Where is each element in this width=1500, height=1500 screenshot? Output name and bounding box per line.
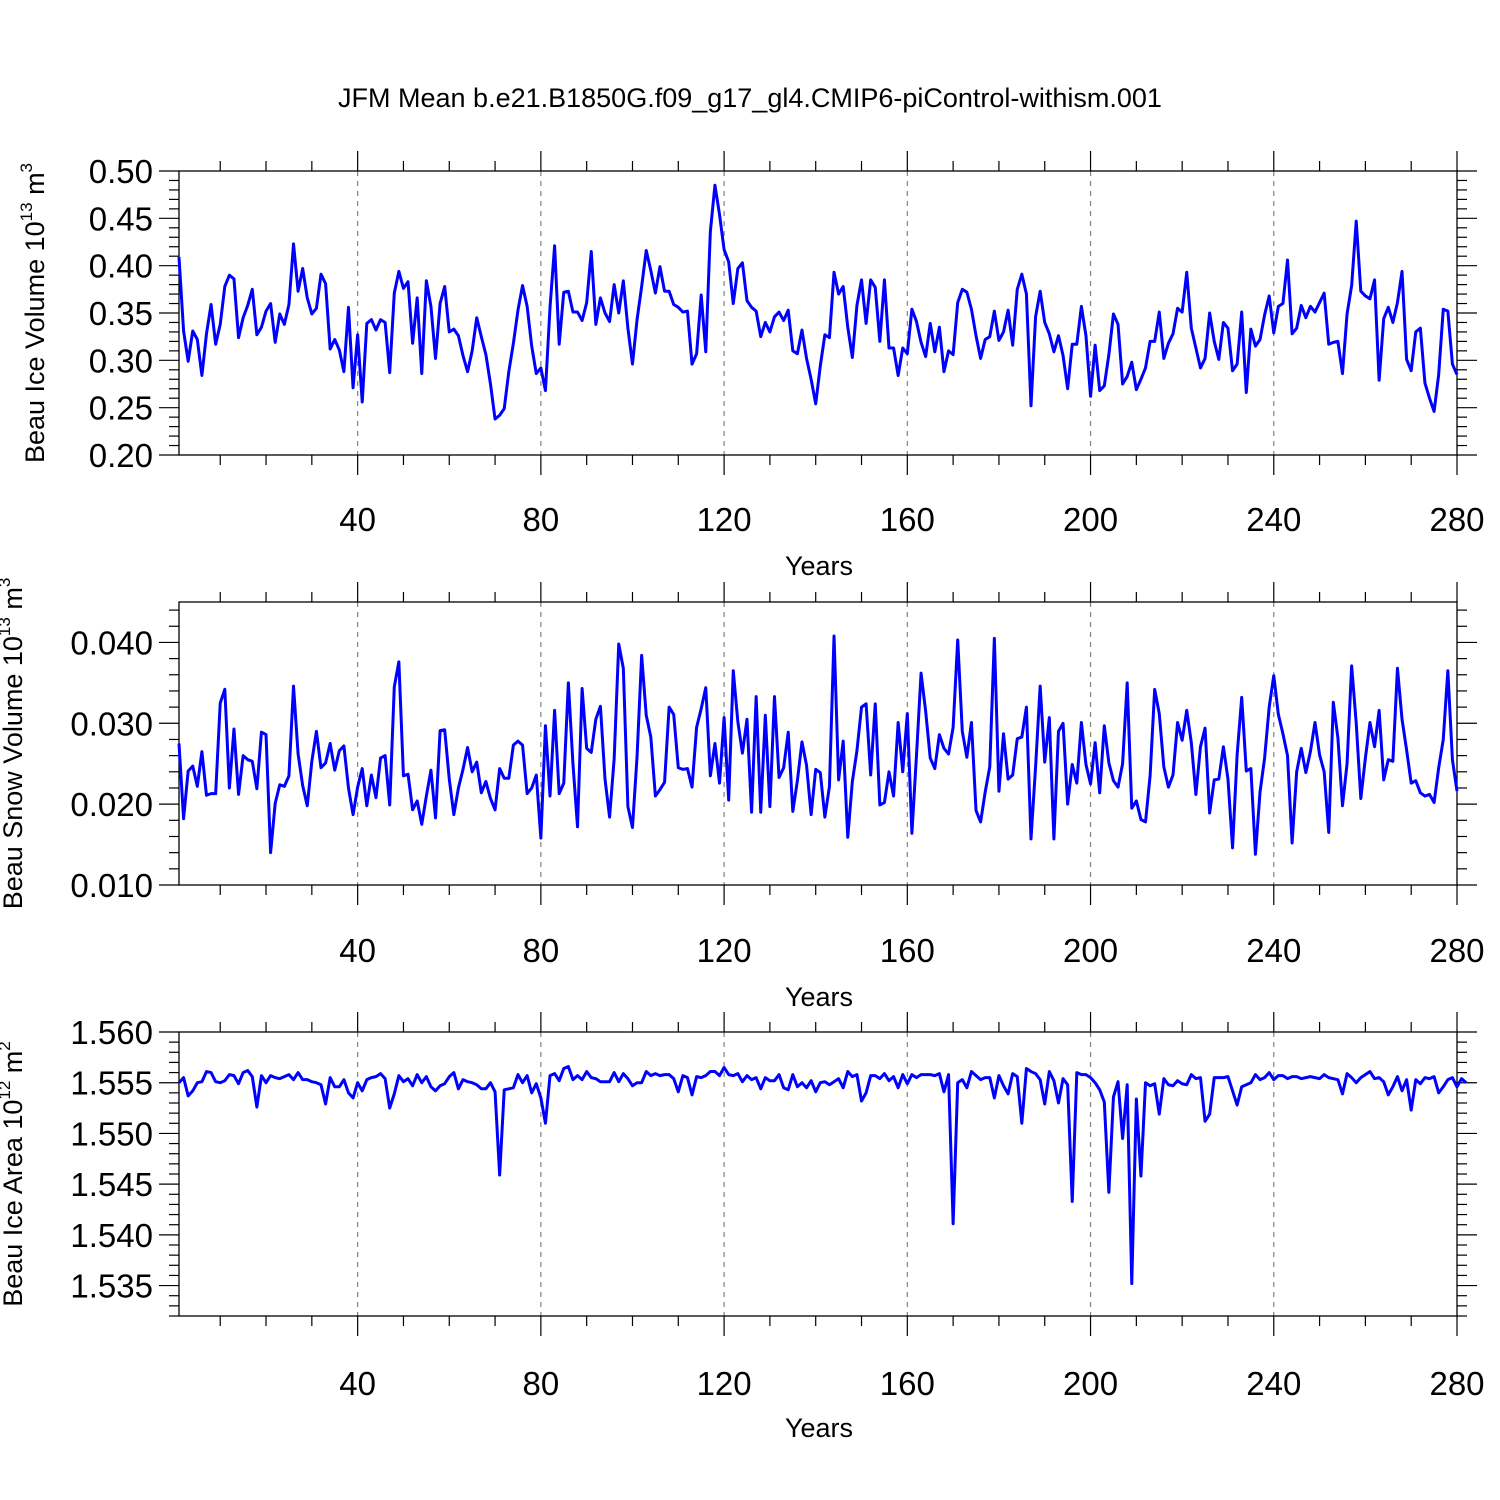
y-tick-label: 0.040 [70, 624, 153, 661]
y-tick-label: 0.40 [89, 248, 153, 285]
y-tick-label: 1.535 [70, 1268, 153, 1305]
y-axis-label-unit-exp: 3 [17, 163, 36, 172]
y-tick-label: 0.020 [70, 786, 153, 823]
x-tick-label-80: 80 [523, 932, 560, 969]
y-tick-label: 0.50 [89, 153, 153, 190]
x-tick-label-200: 200 [1063, 932, 1118, 969]
x-tick-label-40: 40 [339, 501, 376, 538]
panel-3: 40 80 120 160 200 240 280 1.535 1.540 1.545 1.550 1… [0, 1012, 1485, 1443]
y-axis-label-unit-text: m [0, 587, 28, 617]
y-axis-label-unit-exp: 3 [0, 578, 14, 587]
y-tick-label: 1.555 [70, 1065, 153, 1102]
y-axis-label-exp: 13 [0, 617, 14, 636]
plot-frame [178, 1031, 1458, 1317]
x-tick-label-240: 240 [1246, 1365, 1301, 1402]
y-tick-label: 0.20 [89, 437, 153, 474]
series-line-1 [177, 183, 1459, 421]
y-tick-label: 0.25 [89, 390, 153, 427]
y-axis-label-text: Beau Ice Volume 10 [20, 221, 50, 463]
y-tick-label: 1.560 [70, 1014, 153, 1051]
y-axis-label-unit-exp: 2 [0, 1041, 14, 1050]
x-tick-label-240: 240 [1246, 501, 1301, 538]
y-axis-label-unit-text: m [20, 172, 50, 202]
y-axis-label-exp: 13 [17, 202, 36, 221]
y-tick-label: 0.010 [70, 867, 153, 904]
y-tick-label: 0.030 [70, 705, 153, 742]
panel-2: 40 80 120 160 200 240 280 0.010 0.020 0.030 0.040 Y… [0, 578, 1485, 1012]
y-axis-label-unit-text: m [0, 1051, 28, 1081]
x-tick-label-200: 200 [1063, 1365, 1118, 1402]
y-tick-label: 1.540 [70, 1217, 153, 1254]
x-tick-label-280: 280 [1429, 501, 1484, 538]
y-axis-label-exp: 12 [0, 1081, 14, 1100]
y-axis-label: Beau Snow Volume 1013 m3 [0, 578, 28, 910]
x-tick-label-80: 80 [523, 1365, 560, 1402]
y-axis-label: Beau Ice Area 1012 m2 [0, 1041, 28, 1307]
x-axis-label: Years [785, 551, 853, 581]
y-tick-label: 0.45 [89, 200, 153, 237]
x-tick-label-280: 280 [1429, 1365, 1484, 1402]
x-tick-label-120: 120 [697, 1365, 752, 1402]
y-tick-label: 1.550 [70, 1115, 153, 1152]
x-tick-label-200: 200 [1063, 501, 1118, 538]
panels-container: 40 80 120 160 200 240 2800.200.250.300.350.400… [0, 151, 1485, 1443]
x-tick-label-160: 160 [880, 501, 935, 538]
x-tick-label-240: 240 [1246, 932, 1301, 969]
x-tick-label-40: 40 [339, 932, 376, 969]
x-tick-label-40: 40 [339, 1365, 376, 1402]
series-line-3 [177, 1064, 1468, 1286]
y-tick-label: 0.35 [89, 295, 153, 332]
x-tick-label-160: 160 [880, 1365, 935, 1402]
x-tick-label-160: 160 [880, 932, 935, 969]
y-axis-label-text: Beau Snow Volume 10 [0, 636, 28, 909]
x-tick-label-280: 280 [1429, 932, 1484, 969]
panel-1: 40 80 120 160 200 240 280 0.20 0.25 0.30 0.35 0.40 0… [17, 151, 1485, 581]
y-axis-label: Beau Ice Volume 1013 m3 [17, 163, 50, 463]
y-tick-label: 0.30 [89, 342, 153, 379]
x-tick-label-120: 120 [697, 932, 752, 969]
x-tick-label-80: 80 [523, 501, 560, 538]
x-axis-label: Years [785, 1413, 853, 1443]
x-axis-label: Years [785, 982, 853, 1012]
y-axis-label-text: Beau Ice Area 10 [0, 1100, 28, 1307]
chart-title: JFM Mean b.e21.B1850G.f09_g17_gl4.CMIP6-… [338, 83, 1162, 113]
y-tick-label: 1.545 [70, 1166, 153, 1203]
x-tick-label-120: 120 [697, 501, 752, 538]
series-line-2 [177, 634, 1459, 856]
